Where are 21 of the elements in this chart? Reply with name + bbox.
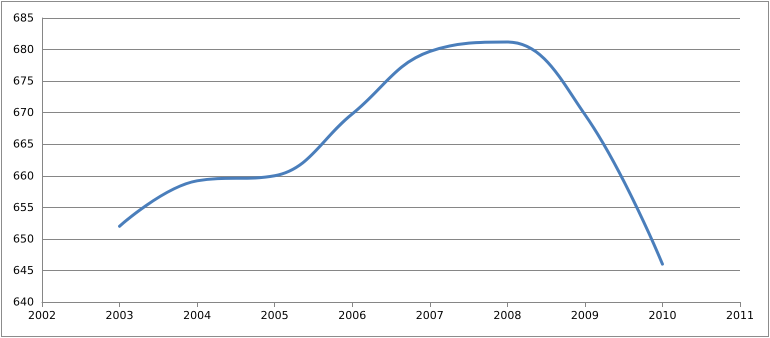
x-tick-label: 2008 — [493, 309, 522, 322]
x-tick-label: 2005 — [260, 309, 289, 322]
x-tick-label: 2010 — [648, 309, 676, 322]
y-tick-label: 660 — [13, 169, 34, 182]
y-tick-label: 685 — [13, 12, 34, 24]
y-tick-label: 655 — [13, 200, 34, 214]
x-tick-label: 2007 — [416, 309, 444, 322]
y-tick-label: 665 — [13, 138, 34, 151]
x-tick-label: 2002 — [28, 309, 56, 322]
y-tick-label: 645 — [13, 264, 34, 277]
y-tick-label: 680 — [13, 43, 34, 56]
line-series — [118, 40, 664, 266]
y-tick-label: 640 — [13, 296, 34, 308]
y-tick-label: 650 — [13, 232, 34, 246]
x-tick-label: 2003 — [106, 309, 134, 322]
x-tick-label: 2011 — [726, 309, 754, 322]
y-tick-label: 670 — [13, 106, 34, 120]
x-tick-label: 2006 — [338, 309, 366, 322]
x-tick-label: 2009 — [570, 309, 599, 322]
x-tick-label: 2004 — [183, 309, 212, 322]
y-tick-label: 675 — [13, 74, 34, 88]
